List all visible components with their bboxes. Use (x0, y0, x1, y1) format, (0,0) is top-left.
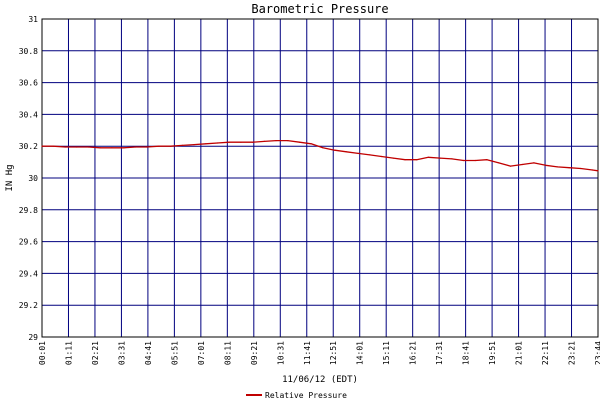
data-point (404, 159, 406, 161)
chart-title: Barometric Pressure (251, 2, 388, 16)
x-tick-label: 23:21 (568, 341, 577, 365)
x-tick-labels: 00:01 01:11 02:21 03:31 04:41 05:51 07:01 08:11… (38, 341, 600, 365)
data-point (216, 142, 218, 144)
y-tick-label: 29.2 (19, 301, 38, 310)
x-tick-label: 23:44 (594, 341, 600, 365)
data-point (556, 166, 559, 168)
data-point (228, 141, 230, 143)
y-tick-label: 30 (28, 174, 38, 183)
data-point (498, 162, 500, 164)
data-point (392, 157, 394, 159)
data-point (486, 159, 488, 161)
x-tick-label: 04:41 (144, 341, 153, 365)
data-point (580, 167, 582, 170)
data-point (322, 147, 324, 149)
x-tick-label: 14:01 (356, 341, 365, 365)
x-tick-label: 22:11 (541, 341, 550, 365)
data-point (310, 143, 312, 145)
data-point (87, 146, 90, 148)
data-point (568, 167, 570, 169)
x-tick-label: 01:11 (64, 341, 73, 365)
y-tick-label: 29.6 (19, 238, 38, 247)
data-point (416, 159, 418, 161)
data-point (123, 147, 125, 149)
data-point (345, 151, 347, 153)
data-point (591, 169, 594, 171)
x-tick-label: 12:51 (329, 341, 338, 365)
x-tick-label: 19:51 (488, 341, 497, 365)
data-point (545, 164, 547, 166)
x-tick-label: 18:41 (462, 341, 471, 365)
data-point (474, 159, 476, 162)
x-tick-label: 15:11 (382, 341, 391, 365)
data-point (169, 145, 172, 147)
x-tick-label: 00:01 (38, 341, 47, 365)
data-point (463, 159, 465, 162)
x-tick-label: 07:01 (197, 341, 206, 365)
x-tick-label: 10:31 (276, 341, 285, 365)
data-point (41, 145, 43, 147)
data-point (158, 145, 160, 147)
data-point (193, 144, 195, 146)
x-tick-label: 02:21 (91, 341, 100, 365)
y-tick-label: 30.8 (19, 47, 38, 56)
y-axis-label: IN Hg (5, 164, 15, 191)
x-tick-label: 21:01 (515, 341, 524, 365)
y-tick-label: 30.4 (19, 110, 38, 119)
x-tick-label: 05:51 (170, 341, 179, 365)
data-point (146, 146, 148, 148)
data-point (298, 141, 301, 143)
data-point (275, 140, 277, 142)
data-point (439, 157, 441, 159)
x-tick-label: 11:41 (303, 341, 312, 365)
y-tick-label: 30.2 (19, 142, 38, 151)
data-point (357, 152, 359, 154)
data-point (205, 143, 207, 145)
data-point (263, 140, 265, 142)
plot-frame (41, 18, 599, 338)
data-point (334, 149, 336, 151)
y-tick-label: 29.4 (19, 269, 38, 278)
data-point (521, 163, 523, 166)
x-tick-label: 03:31 (117, 341, 126, 365)
data-point (111, 147, 113, 149)
data-point (597, 170, 599, 172)
x-tick-label: 16:21 (409, 341, 418, 365)
y-tick-label: 31 (28, 15, 38, 24)
data-point (181, 144, 183, 146)
x-tick-label: 08:11 (223, 341, 232, 365)
data-point (99, 147, 101, 149)
y-tick-label: 29 (28, 333, 38, 342)
y-tick-labels: 29 29.2 29.4 29.6 29.8 30 30.2 30.4 30.6 30.8 31 (19, 15, 38, 342)
data-point (240, 141, 242, 143)
x-tick-label: 09:21 (250, 341, 259, 365)
data-point (64, 146, 66, 148)
data-point (252, 141, 254, 143)
data-point (380, 155, 383, 158)
data-point (451, 158, 453, 160)
data-point (134, 146, 136, 148)
legend: Relative Pressure (246, 391, 347, 400)
x-axis-label: 11/06/12 (EDT) (282, 375, 358, 385)
legend-label: Relative Pressure (265, 391, 347, 400)
data-point (509, 165, 512, 167)
data-point (76, 146, 78, 148)
y-tick-label: 30.6 (19, 79, 38, 88)
data-point (427, 156, 429, 158)
data-point (52, 145, 54, 147)
data-point (369, 154, 371, 156)
series-layer (41, 139, 599, 172)
data-point (287, 140, 289, 142)
y-tick-label: 29.8 (19, 206, 38, 215)
x-tick-label: 17:31 (435, 341, 444, 365)
data-point (533, 162, 535, 164)
